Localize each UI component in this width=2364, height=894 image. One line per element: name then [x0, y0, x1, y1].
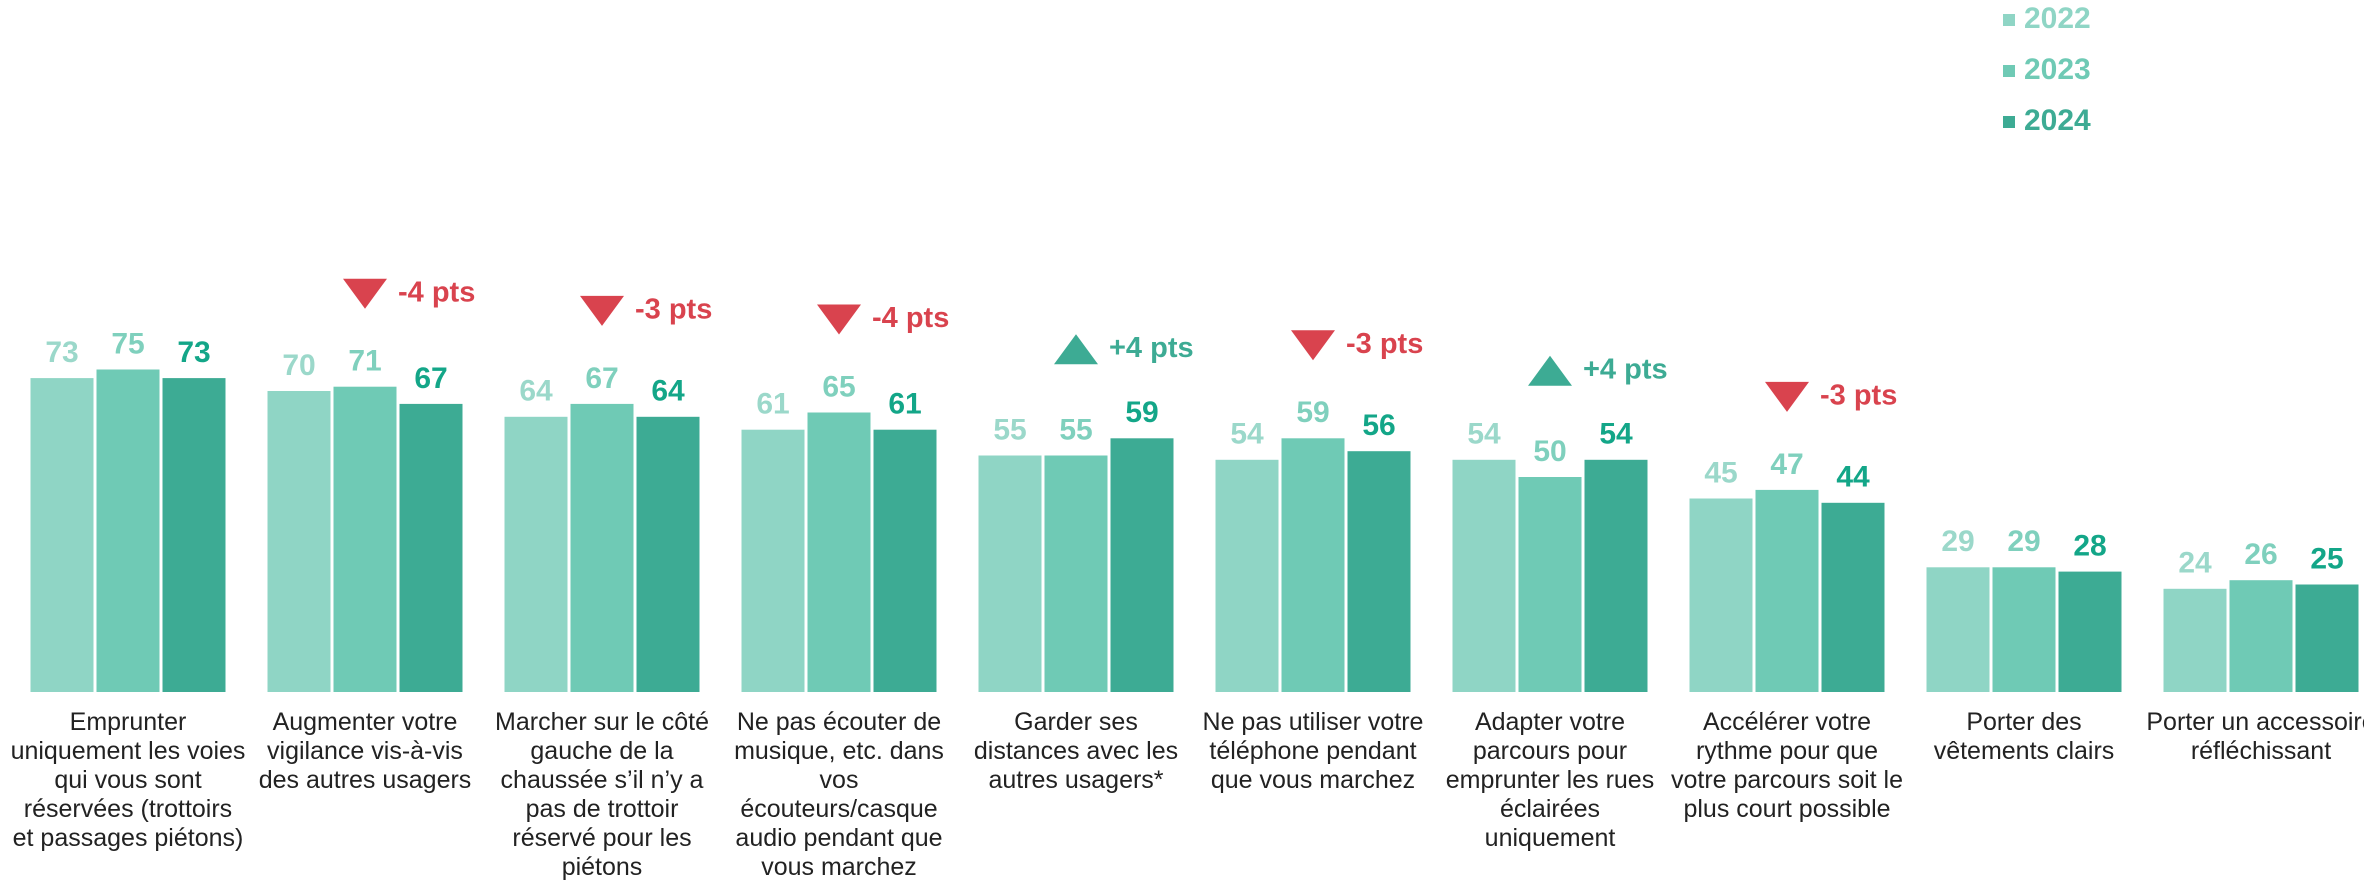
bar [30, 378, 94, 692]
change-label: -3 pts [1820, 380, 1897, 412]
data-label: 67 [585, 362, 618, 395]
data-label: 25 [2310, 542, 2343, 575]
data-label: 59 [1125, 396, 1158, 429]
change-label: -3 pts [1346, 328, 1423, 360]
data-label: 54 [1230, 418, 1264, 451]
data-label: 50 [1533, 435, 1566, 468]
category-label: Porter des vêtements clairs [1933, 708, 2115, 765]
category-label: Ne pas utiliser votre téléphone pendant … [1202, 708, 1424, 794]
change-arrow [1054, 334, 1098, 365]
category-label: Ne pas écouter de musique, etc. dans vos… [734, 708, 944, 881]
data-label: 61 [888, 388, 921, 421]
change-label: -4 pts [398, 276, 475, 308]
bar [873, 429, 937, 692]
bar [1347, 451, 1411, 692]
data-label: 47 [1770, 448, 1803, 481]
bar [96, 369, 160, 692]
data-label: 24 [2178, 547, 2212, 580]
bar [2295, 584, 2359, 692]
data-label: 54 [1599, 418, 1633, 451]
bar [1584, 459, 1648, 692]
bar [504, 416, 568, 692]
bar [1281, 438, 1345, 692]
bar [1215, 459, 1279, 692]
change-arrow [343, 278, 387, 309]
bar [1110, 438, 1174, 692]
legend-swatch [2003, 65, 2015, 77]
category-label: Marcher sur le côté gauche de la chaussé… [495, 708, 709, 881]
change-label: +4 pts [1583, 353, 1668, 385]
legend-label: 2023 [2024, 53, 2091, 86]
change-arrow [1291, 330, 1335, 361]
category-label: Porter un accessoire réfléchissant [2146, 708, 2364, 765]
bar [1926, 567, 1990, 692]
category-label: Garder ses distances avec les autres usa… [973, 708, 1179, 794]
change-arrow [817, 304, 861, 335]
bar [1821, 502, 1885, 692]
bar [1044, 455, 1108, 692]
data-label: 64 [651, 375, 685, 408]
data-label: 59 [1296, 396, 1329, 429]
bar [399, 403, 463, 692]
data-label: 75 [111, 327, 144, 360]
change-arrow [1528, 355, 1572, 386]
data-label: 28 [2073, 530, 2106, 563]
data-label: 71 [348, 345, 381, 378]
bar [2163, 588, 2227, 692]
data-label: 73 [45, 336, 78, 369]
legend-swatch [2003, 116, 2015, 128]
bar [1689, 498, 1753, 692]
change-arrow [580, 295, 624, 326]
data-label: 29 [2007, 525, 2040, 558]
data-label: 44 [1836, 461, 1870, 494]
bar [2229, 580, 2293, 692]
bar [978, 455, 1042, 692]
category-label: Accélérer votre rythme pour que votre pa… [1670, 708, 1904, 823]
bar [1518, 477, 1582, 692]
legend-swatch [2003, 14, 2015, 26]
bar [807, 412, 871, 692]
bar [162, 378, 226, 692]
data-label: 29 [1941, 525, 1974, 558]
bar [2058, 571, 2122, 692]
change-label: -3 pts [635, 294, 712, 326]
data-label: 56 [1362, 409, 1395, 442]
data-label: 70 [282, 349, 315, 382]
data-label: 64 [519, 375, 553, 408]
data-label: 61 [756, 388, 789, 421]
legend-label: 2022 [2024, 2, 2091, 35]
bar [741, 429, 805, 692]
bar [636, 416, 700, 692]
data-label: 54 [1467, 418, 1501, 451]
change-arrow [1765, 381, 1809, 412]
category-label: Augmenter votre vigilance vis-à-vis des … [258, 708, 472, 794]
data-label: 55 [993, 413, 1026, 446]
category-label: Emprunter uniquement les voies qui vous … [10, 708, 246, 852]
data-label: 26 [2244, 538, 2277, 571]
legend-label: 2024 [2024, 104, 2091, 137]
bar [1992, 567, 2056, 692]
bar [1755, 489, 1819, 692]
data-label: 45 [1704, 456, 1737, 489]
data-label: 55 [1059, 413, 1092, 446]
change-label: -4 pts [872, 302, 949, 334]
bar [570, 403, 634, 692]
bar [1452, 459, 1516, 692]
data-label: 67 [414, 362, 447, 395]
bar [333, 386, 397, 692]
data-label: 73 [177, 336, 210, 369]
change-label: +4 pts [1109, 332, 1194, 364]
data-label: 65 [822, 370, 855, 403]
category-label: Adapter votre parcours pour emprunter le… [1445, 708, 1655, 852]
bar [267, 391, 331, 692]
